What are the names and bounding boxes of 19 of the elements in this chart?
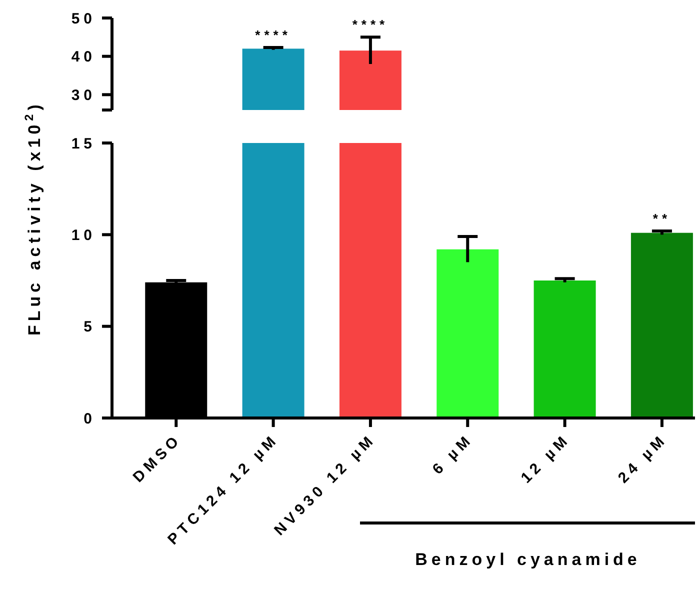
bar bbox=[534, 280, 596, 418]
y-tick-label: 5 bbox=[84, 318, 96, 336]
x-tick-label: 12 µM bbox=[518, 430, 574, 487]
x-tick-label: 6 µM bbox=[429, 430, 476, 478]
y-tick-label: 0 bbox=[84, 410, 96, 428]
annotation: **** bbox=[255, 28, 292, 43]
bar bbox=[436, 249, 499, 418]
bar bbox=[339, 143, 402, 418]
annotation: ** bbox=[652, 211, 672, 226]
y-tick-label: 50 bbox=[71, 10, 96, 28]
bar bbox=[242, 143, 304, 418]
annotation: **** bbox=[352, 17, 389, 32]
bar bbox=[630, 232, 693, 418]
y-tick-label: 40 bbox=[71, 48, 96, 66]
y-tick-label: 15 bbox=[71, 135, 96, 152]
x-tick-label: 24 µM bbox=[614, 430, 671, 487]
text: Benzoyl cyanamide bbox=[415, 550, 641, 569]
y-tick-label: 10 bbox=[71, 226, 96, 244]
y-tick-label: 30 bbox=[71, 86, 96, 104]
